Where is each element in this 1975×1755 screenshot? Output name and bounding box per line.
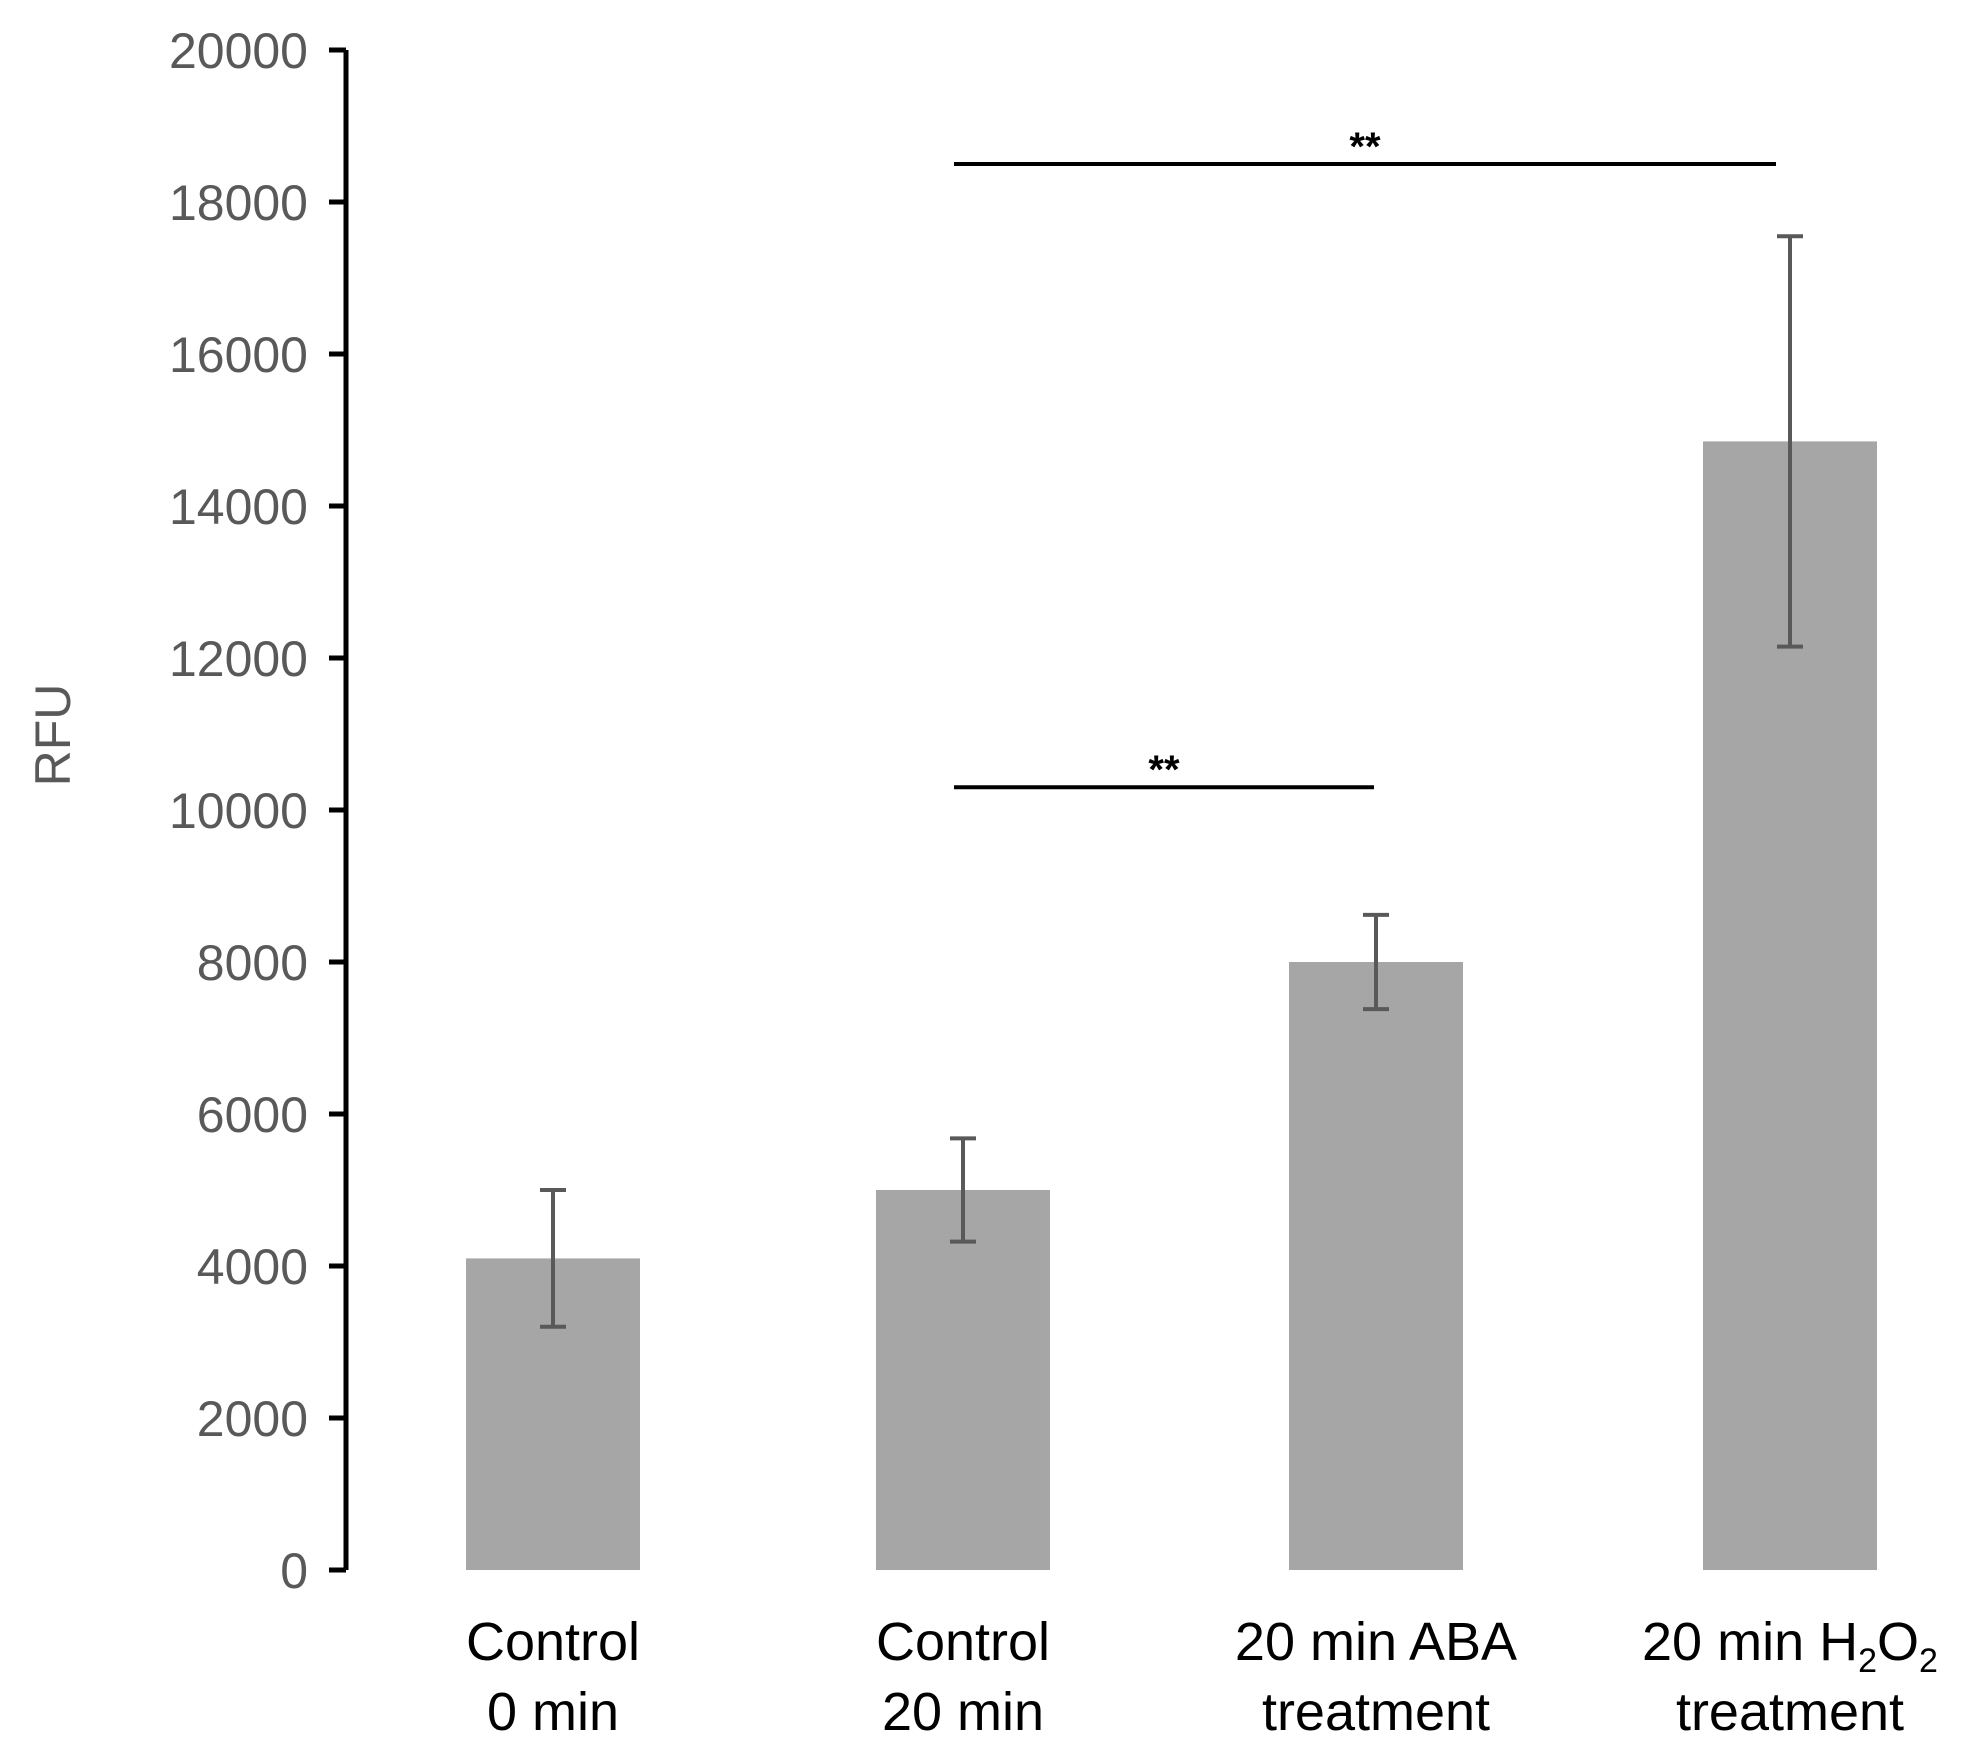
y-tick-label: 18000 <box>169 175 308 231</box>
error-bars <box>540 234 1803 1329</box>
y-axis-label: RFU <box>25 684 81 787</box>
y-tick-label: 6000 <box>197 1087 308 1143</box>
category-label-line1: Control <box>876 1612 1050 1672</box>
y-axis: 0 2000 4000 6000 8000 10000 12000 14000 16000 180… <box>169 23 349 1599</box>
bar <box>1289 962 1463 1570</box>
y-tick-label: 12000 <box>169 631 308 687</box>
significance-label: ** <box>1349 125 1381 169</box>
y-tick-label: 8000 <box>197 935 308 991</box>
y-tick-label: 0 <box>280 1543 308 1599</box>
bars <box>466 441 1877 1570</box>
significance-label: ** <box>1148 748 1180 792</box>
category-label-line1: 20 min H2O2 <box>1642 1612 1938 1680</box>
category-label-line2: treatment <box>1676 1682 1904 1742</box>
category-label-line2: 20 min <box>882 1682 1044 1742</box>
category-label-line1: Control <box>466 1612 640 1672</box>
bar <box>876 1190 1050 1570</box>
x-axis-labels: Control 0 min Control 20 min 20 min ABA treat… <box>466 1612 1938 1742</box>
category-label-line1: 20 min ABA <box>1235 1612 1517 1672</box>
y-tick-label: 2000 <box>197 1391 308 1447</box>
category-label-line2: treatment <box>1262 1682 1490 1742</box>
category-label-line2: 0 min <box>487 1682 619 1742</box>
y-tick-label: 4000 <box>197 1239 308 1295</box>
y-tick-label: 16000 <box>169 327 308 383</box>
y-tick-label: 14000 <box>169 479 308 535</box>
significance-brackets: ** ** <box>954 125 1776 792</box>
y-tick-label: 10000 <box>169 783 308 839</box>
y-tick-label: 20000 <box>169 23 308 79</box>
